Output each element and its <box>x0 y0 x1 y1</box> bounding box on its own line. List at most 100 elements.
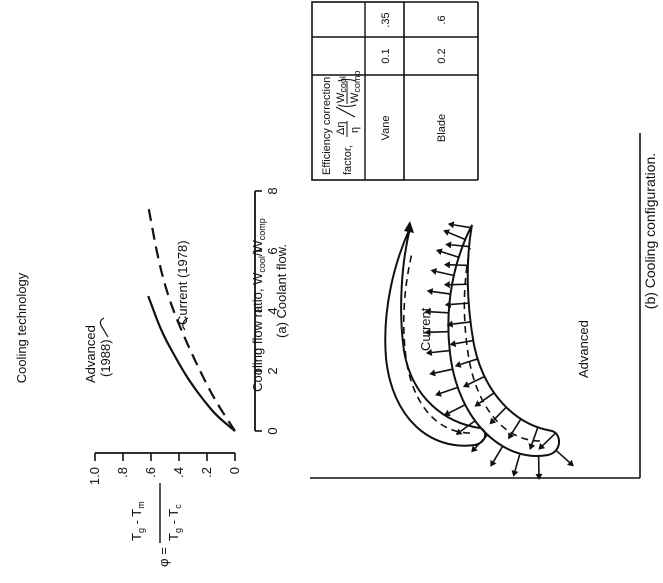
y-tick-label: .2 <box>199 467 214 478</box>
table-cell-blade-1: .6 <box>436 15 448 24</box>
film-cooling-arrowhead <box>443 229 451 236</box>
film-cooling-arrow <box>441 251 460 259</box>
y-tick-labels: 0 .2 .4 .6 .8 1.0 <box>87 467 242 485</box>
efficiency-table: Efficiency correction factor, Δη η Wcool… <box>311 1 479 181</box>
film-cooling-arrowhead <box>511 469 519 477</box>
data-point-advanced <box>204 400 205 401</box>
data-point-advanced <box>183 370 184 371</box>
film-cooling-arrowhead <box>471 445 478 453</box>
chart-axes <box>94 190 262 461</box>
film-cooling-arrows <box>424 221 574 480</box>
film-cooling-arrow <box>430 311 449 314</box>
film-cooling-arrow <box>455 339 474 345</box>
film-cooling-arrow <box>452 321 471 325</box>
film-cooling-arrowhead <box>445 241 452 249</box>
leader-current <box>182 317 189 331</box>
film-cooling-arrowhead <box>455 428 463 435</box>
film-cooling-arrow <box>460 420 476 433</box>
data-point-current <box>185 340 186 341</box>
y-axis-label-phi: φ = <box>156 547 171 567</box>
film-cooling-arrowhead <box>426 288 434 296</box>
table-col-vane: Vane <box>380 116 392 141</box>
current-airfoil-outline <box>384 227 487 447</box>
table-header-eta: η <box>349 127 361 133</box>
film-cooling-arrowhead <box>429 369 436 377</box>
caption-a: (a) Coolant flow. <box>274 244 289 338</box>
film-cooling-arrowhead <box>462 381 470 388</box>
data-point-current <box>199 370 200 371</box>
series-line-advanced <box>147 295 236 432</box>
film-cooling-arrow <box>555 449 570 463</box>
film-cooling-arrowhead <box>443 281 450 289</box>
x-tick-label: 6 <box>265 247 280 254</box>
y-tick-label: .4 <box>171 467 186 478</box>
label-advanced-line1: Advanced <box>83 325 98 383</box>
film-cooling-arrowhead <box>443 409 451 417</box>
film-cooling-arrow <box>449 264 468 267</box>
film-cooling-arrowhead <box>444 300 451 308</box>
table-cell-blade-0: 0.2 <box>436 48 448 63</box>
film-cooling-arrowhead <box>538 443 546 450</box>
film-cooling-arrowhead <box>489 417 497 425</box>
table-header-line1: Efficiency correction <box>321 77 333 175</box>
film-cooling-arrowhead <box>528 443 536 450</box>
table-col-blade: Blade <box>436 114 448 142</box>
film-cooling-arrow <box>531 427 539 445</box>
film-cooling-arrow <box>474 434 489 449</box>
table-cell-vane-1: .35 <box>380 12 392 27</box>
label-advanced-line2: (1988) <box>98 339 113 377</box>
film-cooling-arrowhead <box>447 221 455 229</box>
film-cooling-arrow <box>468 375 485 386</box>
leader-advanced <box>99 317 109 338</box>
film-cooling-arrowhead <box>567 459 574 467</box>
film-cooling-arrowhead <box>424 328 431 336</box>
y-axis-label-numerator: Tg - Tm <box>129 501 146 541</box>
film-cooling-arrow <box>478 392 495 404</box>
x-tick-labels: 0 2 4 6 8 <box>265 187 280 434</box>
film-cooling-arrowhead <box>454 361 462 368</box>
y-axis-label-denominator: Tg - Tc <box>166 504 183 541</box>
table-outline <box>311 1 405 181</box>
film-cooling-arrowhead <box>430 268 438 275</box>
film-cooling-arrow <box>493 406 507 421</box>
series-line-current <box>147 205 236 432</box>
data-point-current <box>163 280 164 281</box>
film-cooling-arrow <box>450 302 469 306</box>
airfoil-current: Current <box>384 221 487 447</box>
current-cooling-passage <box>402 252 471 434</box>
film-cooling-arrow <box>448 404 466 414</box>
data-point-current <box>234 430 235 431</box>
airfoil-advanced: Advanced <box>424 221 591 480</box>
table-header-factor: factor, <box>342 145 354 175</box>
panel-cooling-configuration: Efficiency correction factor, Δη η Wcool… <box>310 1 658 480</box>
x-tick-label: 8 <box>265 187 280 194</box>
label-current-config: Current <box>418 307 433 351</box>
data-point-advanced <box>166 340 167 341</box>
data-point-current <box>148 205 149 206</box>
y-tick-label: 1.0 <box>87 467 102 485</box>
film-cooling-arrowhead <box>449 340 457 348</box>
film-cooling-arrowhead <box>443 261 451 269</box>
film-cooling-arrowhead <box>535 473 543 480</box>
data-point-advanced <box>153 310 154 311</box>
film-cooling-arrow <box>431 349 450 354</box>
data-point-advanced <box>192 385 193 386</box>
film-cooling-arrow <box>434 368 453 374</box>
y-axis-label: φ = Tg - Tm Tg - Tc <box>129 483 183 567</box>
y-tick-label: .6 <box>143 467 158 478</box>
table-header-wcool: Wcool <box>335 76 348 103</box>
data-point-advanced <box>174 355 175 356</box>
x-tick-label: 2 <box>265 367 280 374</box>
film-cooling-arrowhead <box>435 389 442 397</box>
film-cooling-arrow <box>453 224 472 229</box>
data-point-advanced <box>159 325 160 326</box>
data-point-advanced <box>148 295 149 296</box>
film-cooling-arrow <box>514 453 521 472</box>
y-tick-label: 0 <box>227 467 242 474</box>
data-point-advanced <box>216 415 217 416</box>
film-cooling-arrow <box>432 290 451 295</box>
data-point-current <box>150 220 151 221</box>
chart-title: Cooling technology <box>14 272 29 383</box>
